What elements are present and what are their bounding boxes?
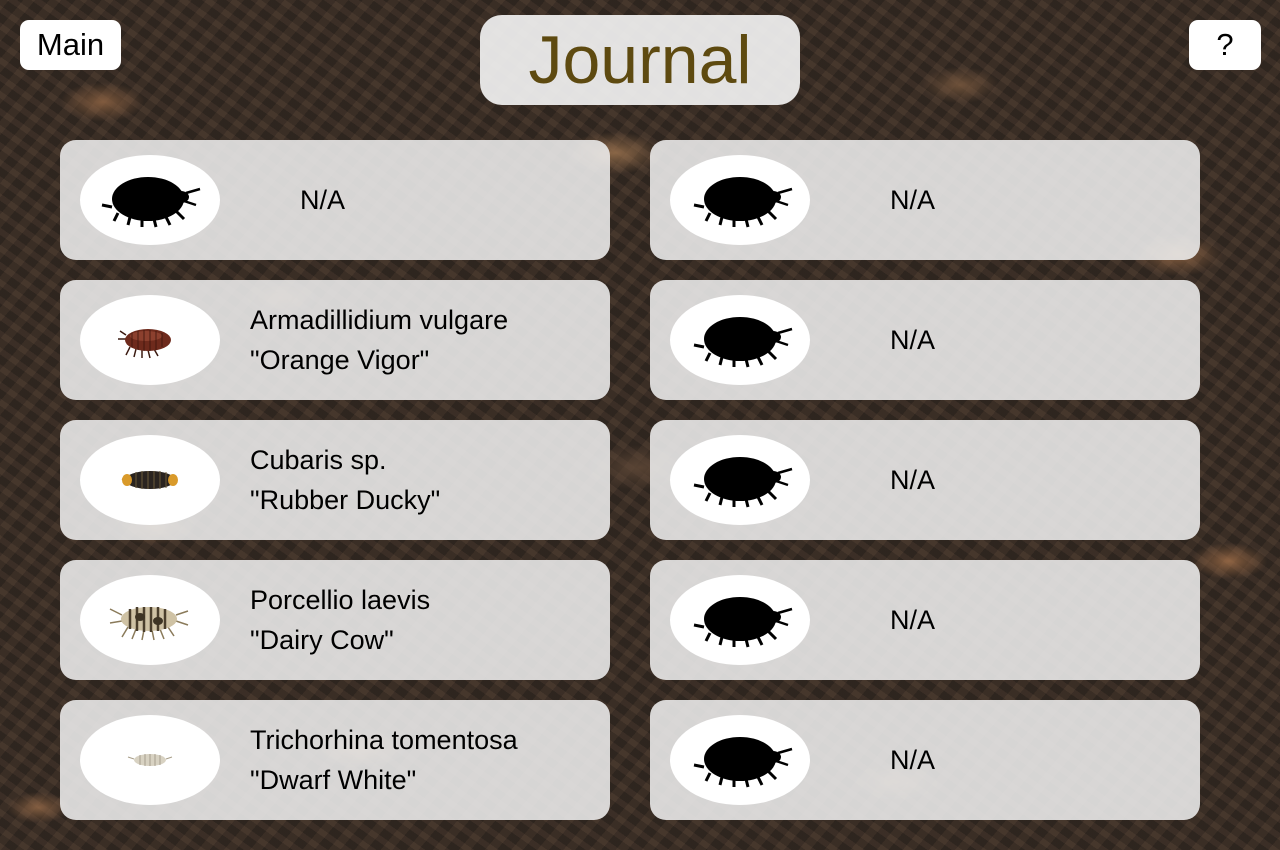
- entry-label: N/A: [890, 184, 936, 215]
- entry-thumbnail: [670, 295, 810, 385]
- entry-thumbnail: [670, 155, 810, 245]
- journal-entry-9[interactable]: N/A: [650, 560, 1200, 680]
- entry-name-block: Trichorhina tomentosa "Dwarf White": [250, 700, 518, 820]
- silhouette-icon: [693, 597, 793, 648]
- page-title: Journal: [528, 22, 752, 98]
- silhouette-icon: [693, 177, 793, 228]
- entry-thumbnail: [80, 715, 220, 805]
- silhouette-icon: [693, 737, 793, 788]
- morph-name: "Dairy Cow": [250, 625, 394, 655]
- isopod-rubber-ducky-icon: [121, 471, 178, 489]
- journal-entry-2[interactable]: Armadillidium vulgare "Orange Vigor": [60, 280, 610, 400]
- journal-entry-10[interactable]: N/A: [650, 700, 1200, 820]
- entry-thumbnail: [80, 295, 220, 385]
- journal-entry-5[interactable]: Trichorhina tomentosa "Dwarf White": [60, 700, 610, 820]
- morph-name: "Rubber Ducky": [250, 485, 441, 515]
- help-button[interactable]: ?: [1189, 20, 1261, 70]
- entry-thumbnail: [80, 575, 220, 665]
- species-name: Cubaris sp.: [250, 445, 387, 475]
- isopod-dwarf-white-icon: [127, 754, 173, 766]
- journal-entry-6[interactable]: N/A: [650, 140, 1200, 260]
- entry-thumbnail: [80, 435, 220, 525]
- entry-label: N/A: [890, 604, 936, 635]
- entry-label: N/A: [890, 324, 936, 355]
- entry-name-block: Armadillidium vulgare "Orange Vigor": [250, 280, 508, 400]
- entry-label: N/A: [890, 744, 936, 775]
- journal-title-panel: Journal: [480, 15, 800, 105]
- morph-name: "Orange Vigor": [250, 345, 430, 375]
- species-name: Porcellio laevis: [250, 585, 431, 615]
- entry-name-block: Cubaris sp. "Rubber Ducky": [250, 420, 440, 540]
- silhouette-icon: [101, 177, 201, 228]
- isopod-orange-vigor-icon: [118, 329, 171, 359]
- species-name: Trichorhina tomentosa: [250, 725, 518, 755]
- isopod-dairy-cow-icon: [109, 607, 189, 641]
- entry-label: N/A: [300, 184, 346, 215]
- entry-name-block: Porcellio laevis "Dairy Cow": [250, 560, 430, 680]
- entry-thumbnail: [670, 435, 810, 525]
- silhouette-icon: [693, 317, 793, 368]
- species-name: Armadillidium vulgare: [250, 305, 509, 335]
- journal-entry-4[interactable]: Porcellio laevis "Dairy Cow": [60, 560, 610, 680]
- journal-entry-3[interactable]: Cubaris sp. "Rubber Ducky": [60, 420, 610, 540]
- entry-thumbnail: [80, 155, 220, 245]
- silhouette-icon: [693, 457, 793, 508]
- entry-label: N/A: [890, 464, 936, 495]
- journal-entry-1[interactable]: N/A: [60, 140, 610, 260]
- entry-thumbnail: [670, 715, 810, 805]
- journal-entry-8[interactable]: N/A: [650, 420, 1200, 540]
- entry-thumbnail: [670, 575, 810, 665]
- morph-name: "Dwarf White": [250, 765, 417, 795]
- main-button[interactable]: Main: [20, 20, 121, 70]
- journal-entry-7[interactable]: N/A: [650, 280, 1200, 400]
